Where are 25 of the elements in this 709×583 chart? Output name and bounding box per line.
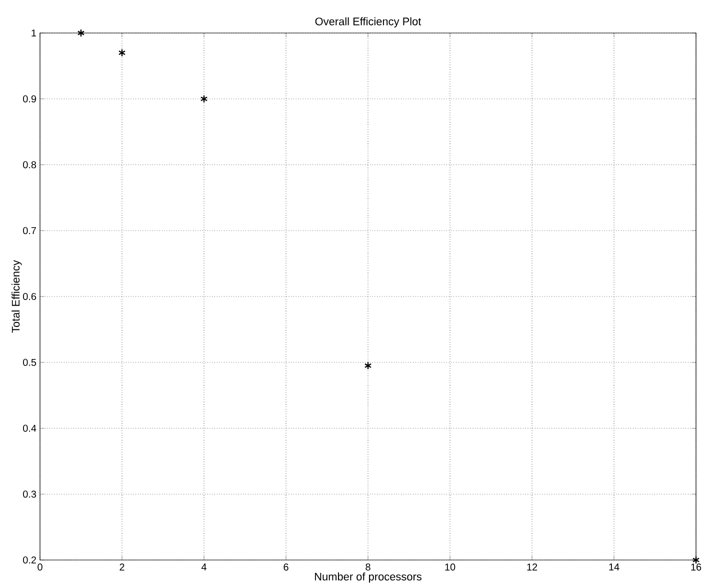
x-tick-label: 4 xyxy=(201,564,206,570)
y-tick-label: 0.2 xyxy=(23,556,36,564)
x-tick-label: 0 xyxy=(38,564,42,571)
point xyxy=(200,94,208,103)
point xyxy=(364,362,372,370)
x-tick-label: 6 xyxy=(284,564,288,571)
x-tick-label: 14 xyxy=(609,564,620,570)
y-tick-label: 0.9 xyxy=(23,95,36,102)
y-tick-label: 1 xyxy=(32,30,36,36)
y-axis-title: Total Efficiency xyxy=(12,260,22,333)
y-tick-label: 0.5 xyxy=(23,358,36,366)
y-tick-label: 0.4 xyxy=(23,424,36,432)
chart-title: Overall Efficiency Plot xyxy=(315,17,422,28)
y-tick-label: 0.8 xyxy=(23,161,36,168)
y-tick-label: 0.6 xyxy=(23,292,36,300)
x-tick-label: 10 xyxy=(445,564,456,571)
x-tick-label: 12 xyxy=(527,564,538,570)
y-tick-label: 0.3 xyxy=(23,490,36,498)
x-tick-label: 2 xyxy=(120,564,124,570)
x-tick-label: 8 xyxy=(366,564,370,571)
x-tick-label: 16 xyxy=(691,564,702,571)
x-axis-title: Number of processors xyxy=(315,572,422,583)
point xyxy=(77,28,85,38)
y-tick-label: 0.7 xyxy=(23,227,36,234)
point xyxy=(118,48,126,57)
